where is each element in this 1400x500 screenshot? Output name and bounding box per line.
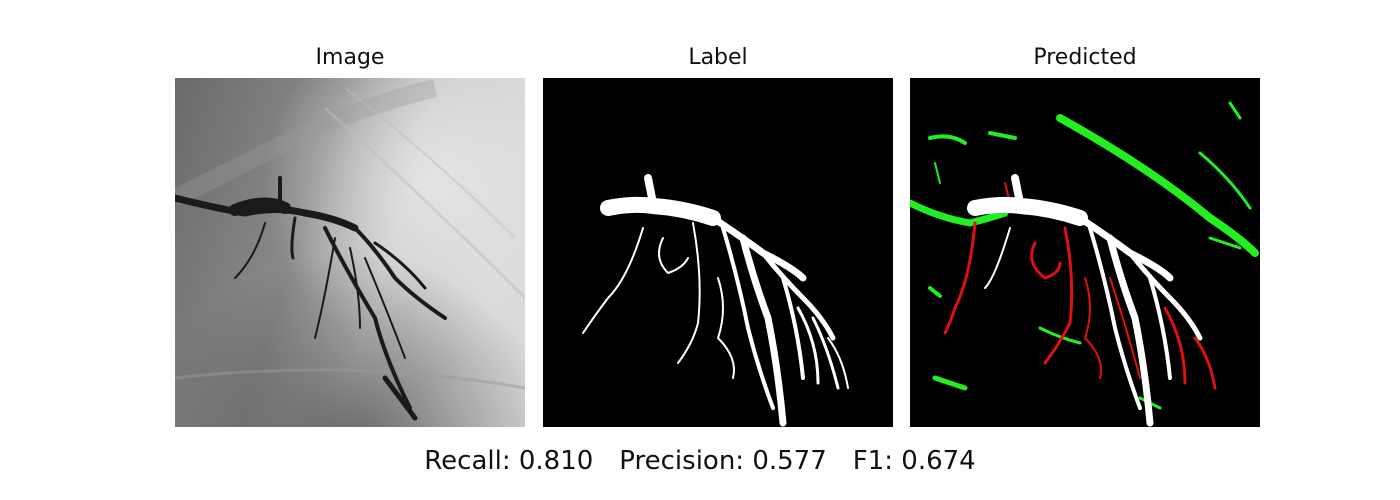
image-panel-title: Image [315, 45, 385, 70]
prediction-overlay [910, 78, 1260, 427]
recall-text: Recall: 0.810 [424, 446, 594, 476]
metrics-summary: Recall: 0.810 Precision: 0.577 F1: 0.674 [0, 446, 1400, 476]
f1-text: F1: 0.674 [852, 446, 976, 476]
angiogram-image [175, 78, 525, 427]
predicted-panel-title: Predicted [1033, 45, 1137, 70]
precision-text: Precision: 0.577 [619, 446, 827, 476]
label-mask [543, 78, 893, 427]
label-panel-title: Label [688, 45, 748, 70]
